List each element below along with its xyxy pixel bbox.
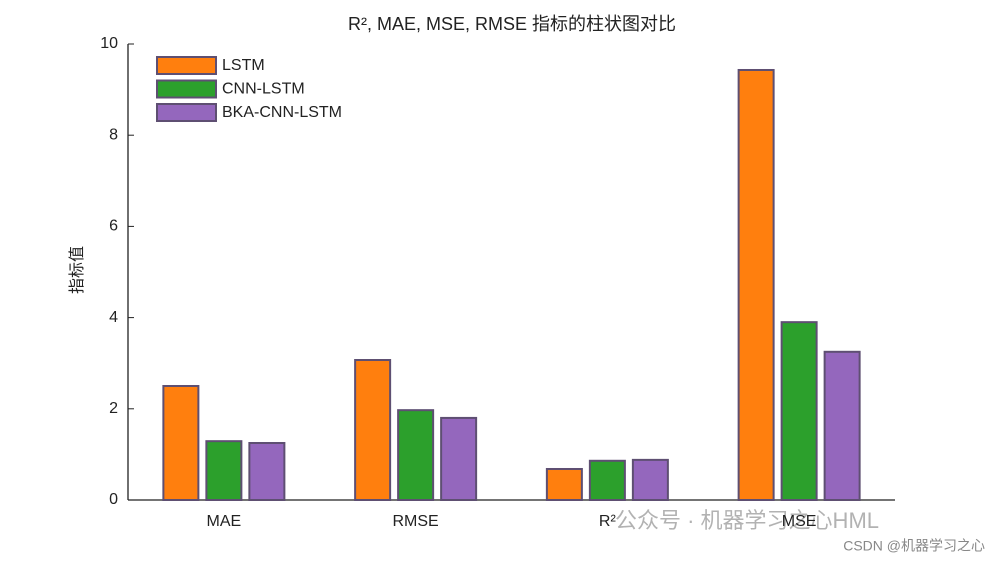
x-tick-label: MSE	[782, 513, 817, 530]
bar	[248, 442, 286, 501]
watermark: 公众号 · 机器学习之心HML	[615, 508, 879, 533]
legend-label: CNN-LSTM	[222, 81, 305, 98]
x-tick-label: R²	[599, 513, 617, 530]
legend-label: BKA-CNN-LSTM	[222, 104, 342, 121]
x-tick-label: RMSE	[393, 513, 439, 530]
bar	[780, 321, 818, 501]
legend-swatch	[156, 56, 217, 75]
x-tick-label: MAE	[207, 513, 242, 530]
bar	[588, 459, 626, 501]
legend-swatch	[156, 79, 217, 99]
y-axis-label: 指标值	[68, 246, 86, 294]
y-tick-label: 8	[109, 126, 118, 143]
bar	[162, 385, 200, 501]
y-tick-label: 4	[109, 309, 118, 326]
y-tick-label: 10	[100, 35, 118, 52]
bar	[737, 68, 775, 501]
bar	[545, 467, 583, 502]
legend-label: LSTM	[222, 57, 265, 74]
bar	[440, 416, 478, 502]
y-tick-label: 0	[109, 491, 118, 508]
legend-swatch	[156, 103, 217, 122]
y-tick-label: 2	[109, 400, 118, 417]
bar	[823, 350, 861, 501]
bar	[205, 440, 243, 501]
chart-title: R², MAE, MSE, RMSE 指标的柱状图对比	[348, 14, 676, 34]
bar	[631, 458, 669, 502]
y-tick-label: 6	[109, 218, 118, 235]
bar	[354, 359, 392, 501]
watermark: CSDN @机器学习之心	[843, 538, 985, 554]
bar	[397, 409, 435, 501]
